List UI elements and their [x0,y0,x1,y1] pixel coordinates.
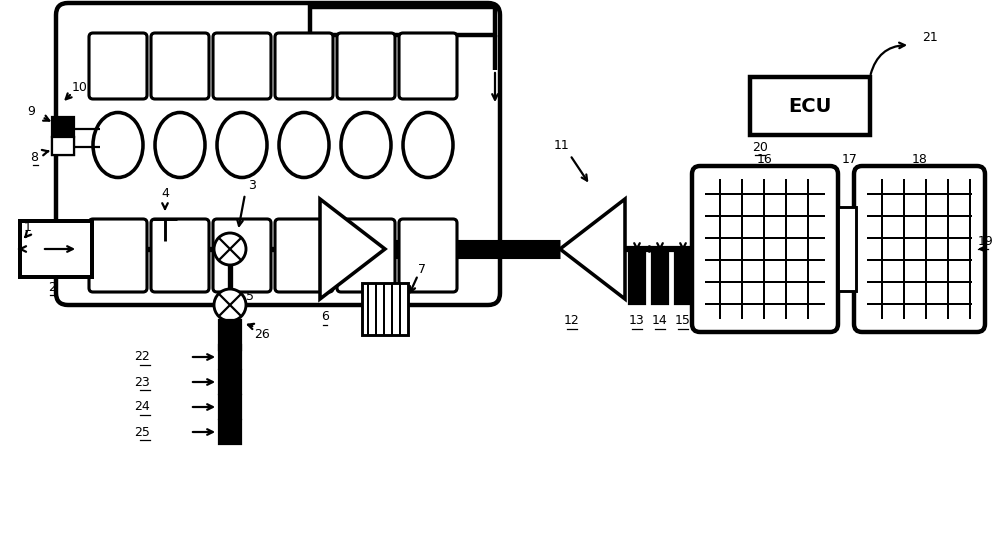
FancyBboxPatch shape [854,166,985,332]
Bar [219,320,241,350]
Text: 3: 3 [248,179,256,191]
Polygon shape [320,199,385,299]
Text: 12: 12 [564,314,580,328]
Bar [652,249,668,304]
FancyBboxPatch shape [89,33,147,99]
Text: 10: 10 [72,81,88,94]
Text: 19: 19 [978,234,994,247]
Ellipse shape [155,112,205,178]
Text: 8: 8 [30,150,38,164]
Bar [219,370,241,394]
FancyBboxPatch shape [89,219,147,292]
FancyBboxPatch shape [213,33,271,99]
Text: 6: 6 [321,311,329,324]
Bar [629,249,645,304]
Bar [52,117,74,137]
Text: 2: 2 [48,281,56,294]
Text: 16: 16 [757,153,773,166]
Text: 14: 14 [652,314,668,328]
Bar [219,395,241,419]
Text: 5: 5 [246,290,254,304]
Text: 9: 9 [27,105,35,118]
FancyBboxPatch shape [275,219,333,292]
Text: 13: 13 [629,314,645,328]
Bar [310,7,495,35]
FancyBboxPatch shape [213,219,271,292]
Text: 21: 21 [922,31,938,44]
Circle shape [214,233,246,265]
Bar [838,207,856,291]
FancyBboxPatch shape [337,219,395,292]
Bar [52,137,74,155]
Text: 22: 22 [134,350,150,364]
Text: 11: 11 [554,138,570,152]
FancyBboxPatch shape [56,3,500,305]
Text: 17: 17 [842,153,858,166]
Bar [219,345,241,369]
Text: 7: 7 [418,263,426,276]
Text: 15: 15 [675,314,691,328]
FancyBboxPatch shape [399,33,457,99]
Text: 18: 18 [912,153,928,166]
Ellipse shape [93,112,143,178]
Text: ECU: ECU [788,96,832,116]
Text: 26: 26 [254,329,270,342]
Bar [675,249,691,304]
Ellipse shape [279,112,329,178]
Circle shape [214,289,246,321]
Text: 4: 4 [161,186,169,199]
Text: 23: 23 [134,376,150,389]
FancyBboxPatch shape [337,33,395,99]
Text: 25: 25 [134,426,150,439]
Bar [219,420,241,444]
FancyBboxPatch shape [151,219,209,292]
Polygon shape [560,199,625,299]
FancyBboxPatch shape [399,219,457,292]
Ellipse shape [217,112,267,178]
Bar [362,283,408,335]
FancyBboxPatch shape [275,33,333,99]
Text: 24: 24 [134,401,150,414]
Bar [52,137,74,155]
Ellipse shape [341,112,391,178]
Text: 20: 20 [752,141,768,154]
Text: 1: 1 [24,221,32,233]
FancyBboxPatch shape [692,166,838,332]
FancyBboxPatch shape [151,33,209,99]
Ellipse shape [403,112,453,178]
Bar [750,77,870,135]
Bar [20,221,92,277]
